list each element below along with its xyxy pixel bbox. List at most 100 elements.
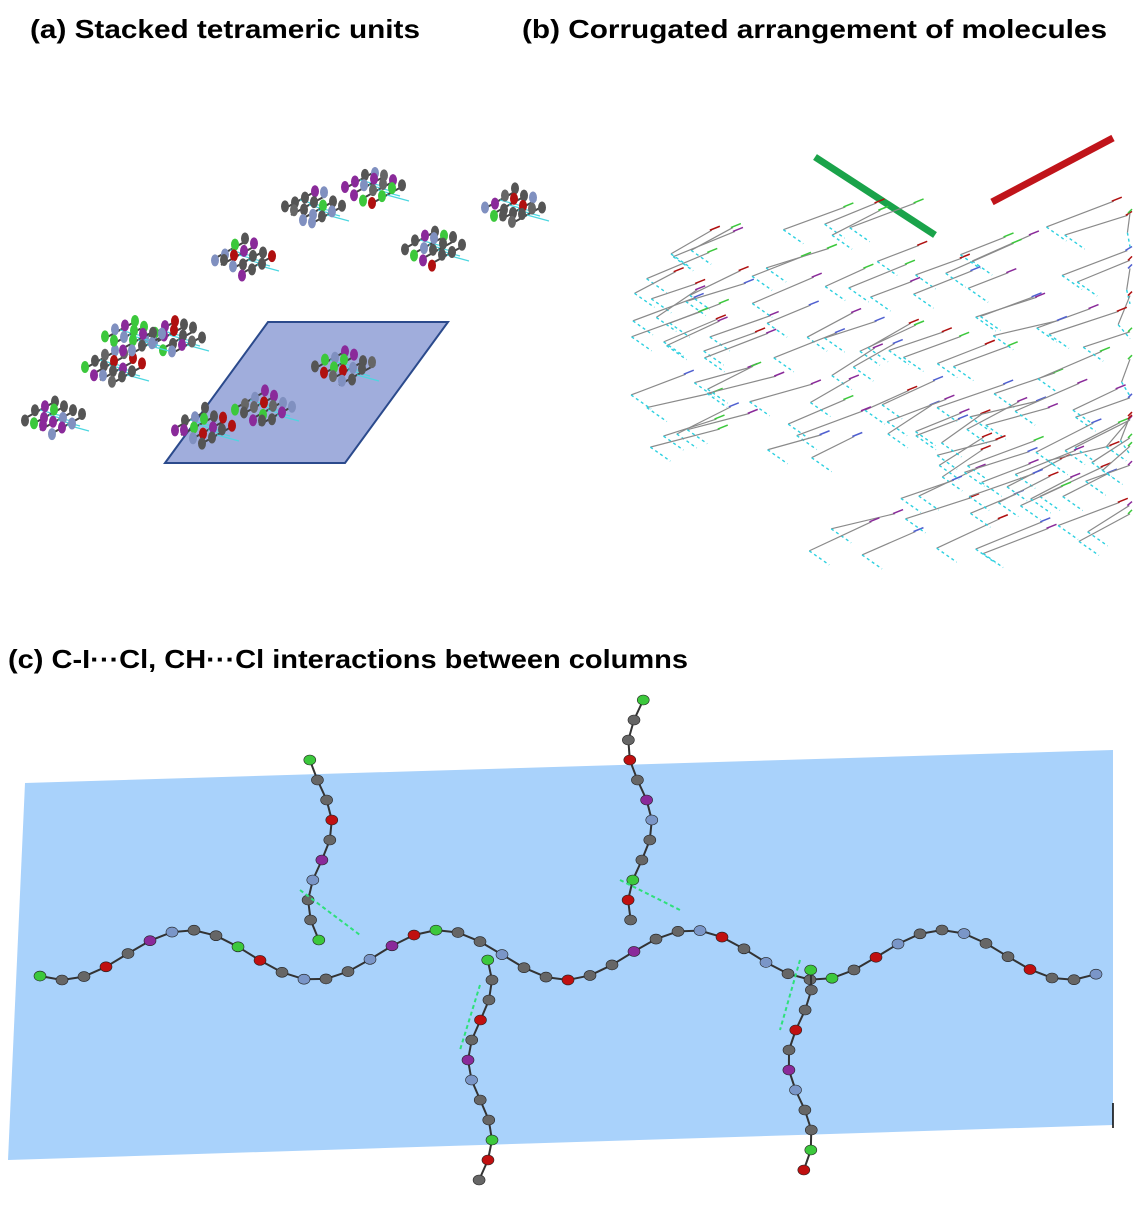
atom <box>158 328 166 340</box>
contact <box>919 496 939 510</box>
bond <box>1031 477 1073 499</box>
atom <box>439 238 447 250</box>
atom <box>201 402 209 414</box>
bond-end <box>684 370 694 374</box>
bond <box>877 245 919 261</box>
atom <box>321 795 333 805</box>
atom <box>466 1075 478 1085</box>
panel-title: (c) C-I···Cl, CH···Cl interactions betwe… <box>8 644 688 674</box>
atom <box>31 404 39 416</box>
atom <box>81 361 89 373</box>
atom <box>313 935 325 945</box>
bond-end <box>1029 231 1039 235</box>
bond <box>812 436 855 457</box>
bond <box>862 532 915 555</box>
contact <box>916 436 936 450</box>
atom <box>258 414 266 426</box>
atom <box>231 404 239 416</box>
bond <box>969 473 1035 496</box>
bond-end <box>827 244 837 248</box>
atom <box>199 428 207 440</box>
atom <box>200 413 208 425</box>
atom <box>249 414 257 426</box>
bond-end <box>718 425 728 429</box>
atom <box>34 971 46 981</box>
atom <box>191 411 199 423</box>
bond-end <box>952 476 962 480</box>
atom <box>562 975 574 985</box>
atom <box>189 321 197 333</box>
bond-end <box>1125 247 1132 251</box>
atom <box>99 369 107 381</box>
atom <box>208 431 216 443</box>
bond-end <box>849 375 859 379</box>
contact <box>1122 382 1130 396</box>
atom <box>240 406 248 418</box>
atom <box>232 942 244 952</box>
bond <box>1038 351 1102 378</box>
contact <box>774 358 794 372</box>
contact <box>632 337 652 351</box>
bond-end <box>1128 264 1132 268</box>
contact <box>849 288 869 302</box>
atom <box>220 254 228 266</box>
bond <box>1036 423 1093 452</box>
bond <box>650 429 719 447</box>
bond-end <box>1128 434 1132 438</box>
atom <box>368 356 376 368</box>
bond <box>901 480 954 498</box>
atom <box>342 967 354 977</box>
atom <box>307 875 319 885</box>
atom <box>241 232 249 244</box>
contact <box>752 303 772 317</box>
bond-end <box>1127 502 1132 506</box>
atom <box>58 421 66 433</box>
bond <box>1015 383 1079 411</box>
atom <box>170 324 178 336</box>
contact <box>915 432 935 446</box>
contact <box>1037 328 1057 342</box>
atom <box>41 400 49 412</box>
atom <box>420 242 428 254</box>
atom <box>360 179 368 191</box>
contact <box>853 367 873 381</box>
atom <box>799 1005 811 1015</box>
bond-end <box>1006 269 1016 273</box>
atom <box>258 258 266 270</box>
atom <box>421 230 429 242</box>
bond-end <box>769 312 779 316</box>
atom <box>631 775 643 785</box>
atom <box>311 185 319 197</box>
bond <box>647 392 715 407</box>
contact <box>1088 532 1108 546</box>
atom <box>198 438 206 450</box>
bond-end <box>909 319 919 323</box>
atom <box>1002 952 1014 962</box>
bond-end <box>843 203 853 207</box>
atom <box>129 334 137 346</box>
contact <box>783 230 803 244</box>
contact <box>752 276 772 290</box>
atom <box>340 354 348 366</box>
contact <box>1031 499 1051 513</box>
atom <box>69 404 77 416</box>
atom <box>359 195 367 207</box>
contact <box>1046 227 1066 241</box>
contact <box>901 498 921 512</box>
atom <box>429 244 437 256</box>
bond <box>752 256 803 276</box>
bond-end <box>733 227 743 231</box>
atom <box>624 755 636 765</box>
contact <box>1102 470 1122 484</box>
atom <box>650 934 662 944</box>
atom <box>980 938 992 948</box>
atom <box>378 190 386 202</box>
atom <box>482 1155 494 1165</box>
bond <box>903 336 961 357</box>
atom <box>490 210 498 222</box>
bond <box>982 464 1031 483</box>
contact <box>1038 379 1058 393</box>
atom <box>138 340 146 352</box>
atom <box>320 974 332 984</box>
atom <box>278 406 286 418</box>
